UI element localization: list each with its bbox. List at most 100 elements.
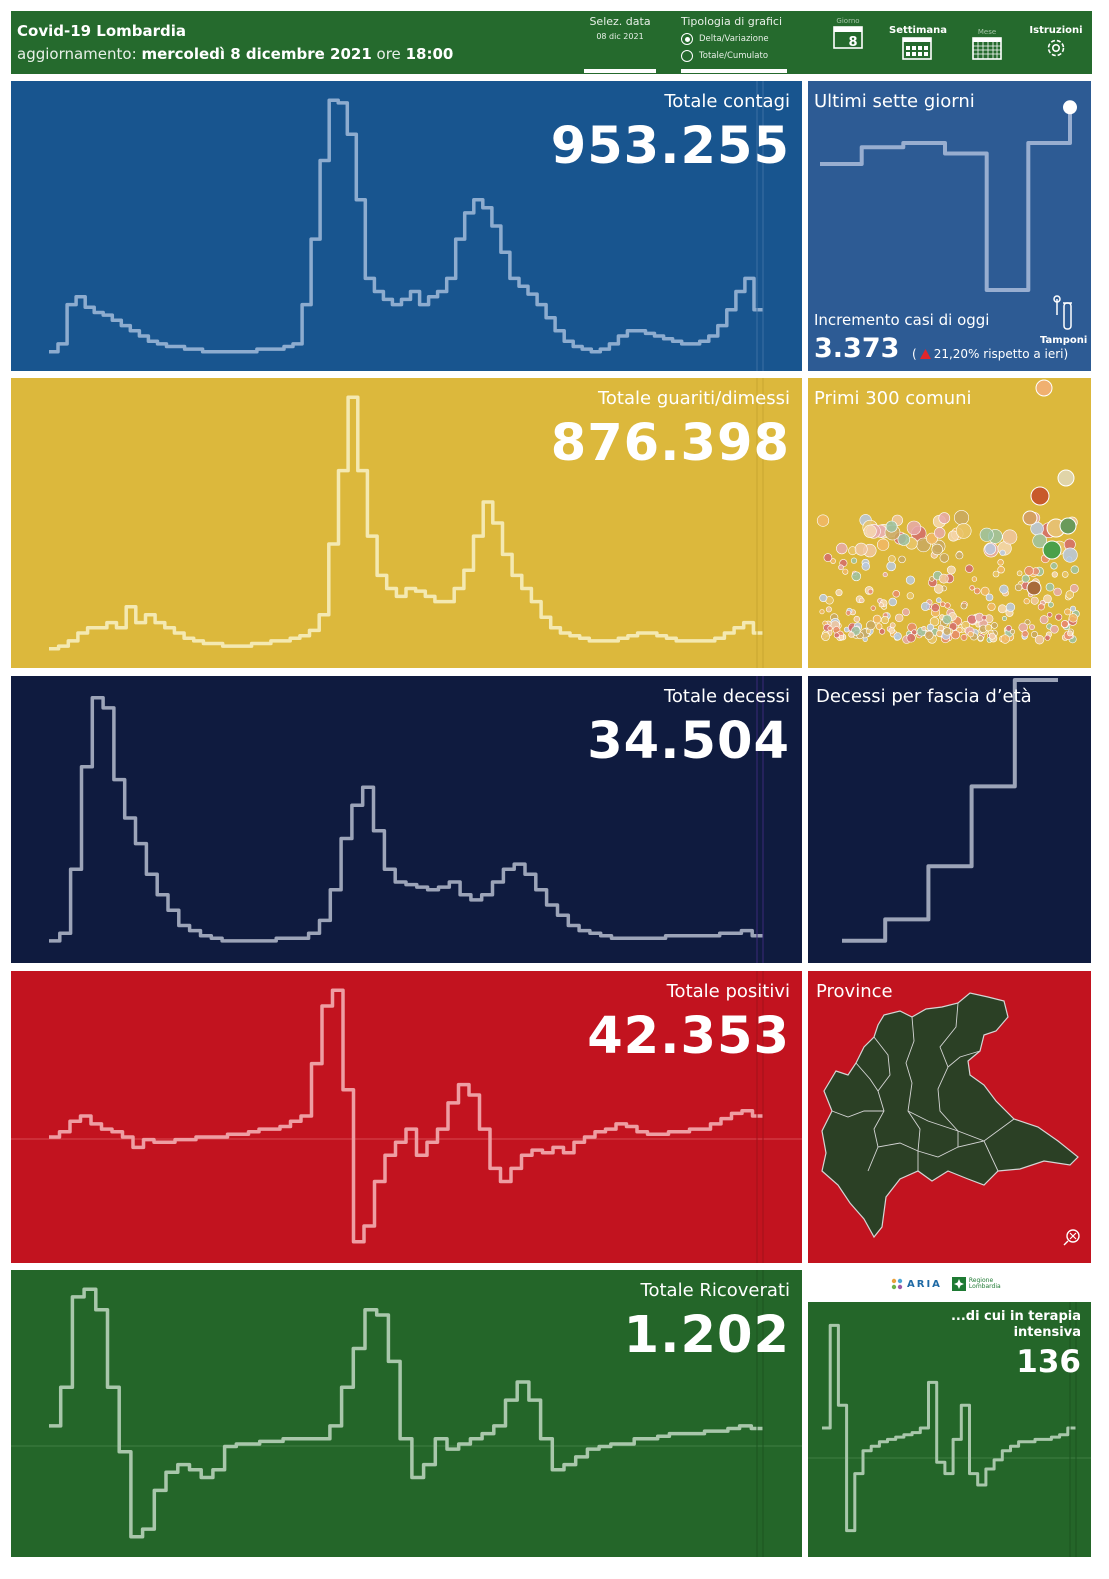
aria-logo-text: ARIA	[907, 1278, 942, 1290]
nav-week-button[interactable]: Settimana	[889, 25, 948, 64]
update-time-prefix: ore	[376, 45, 401, 63]
comune-bubble	[967, 631, 974, 638]
comune-bubble	[870, 605, 876, 611]
comune-bubble	[992, 570, 1000, 578]
comune-bubble	[1005, 625, 1012, 632]
calendar-month-icon	[972, 37, 1002, 60]
comune-bubble	[1031, 631, 1039, 639]
panel-title: Primi 300 comuni	[814, 388, 972, 409]
comune-bubble	[929, 576, 935, 582]
panel-decessi-eta[interactable]: Decessi per fascia d’età	[808, 676, 1091, 963]
comune-bubble	[878, 602, 884, 608]
comune-bubble	[866, 620, 876, 631]
lombardia-map[interactable]	[808, 971, 1091, 1263]
comune-bubble	[906, 520, 922, 536]
comune-bubble	[1053, 587, 1062, 597]
nav-week-label: Settimana	[889, 25, 948, 36]
panel-positivi[interactable]: Totale positivi 42.353	[11, 971, 802, 1263]
comune-bubble	[830, 558, 836, 564]
arrow-up-icon	[919, 349, 931, 359]
select-date-slider[interactable]	[584, 69, 656, 73]
comune-bubble	[1060, 620, 1069, 628]
panel-decessi[interactable]: Totale decessi 34.504	[11, 676, 802, 963]
comune-bubble	[1045, 582, 1055, 592]
instructions-button[interactable]: Istruzioni	[1028, 25, 1084, 64]
radio-delta[interactable]: Delta/Variazione	[681, 32, 801, 46]
panel-value: 42.353	[587, 1007, 790, 1066]
comune-bubble	[1068, 613, 1078, 623]
comune-bubble	[954, 510, 970, 526]
calendar-week-icon	[902, 37, 932, 60]
comune-bubble	[1047, 601, 1054, 608]
increment-value: 3.373	[814, 333, 900, 364]
comune-bubble	[863, 524, 877, 538]
panel-ultimi-sette-giorni[interactable]: Ultimi sette giorni Incremento casi di o…	[808, 81, 1091, 371]
comune-bubble	[944, 602, 951, 609]
terapia-value: 136	[1016, 1344, 1081, 1380]
comune-bubble	[836, 542, 848, 555]
radio-selected-icon	[681, 33, 693, 45]
panel-guariti[interactable]: Totale guariti/dimessi 876.398	[11, 378, 802, 668]
comune-bubble-large	[1042, 540, 1062, 560]
panel-primi-300-comuni[interactable]: Primi 300 comuni	[808, 378, 1091, 668]
comune-bubble	[902, 608, 910, 616]
comune-bubble	[892, 590, 900, 598]
comune-bubble	[980, 586, 990, 596]
select-date-value[interactable]: 08 dic 2021	[596, 32, 644, 41]
panel-ricoverati[interactable]: Totale Ricoverati 1.202	[11, 1270, 802, 1557]
series-line-ricoverati	[49, 1287, 763, 1539]
comune-bubble	[1043, 594, 1052, 604]
comune-bubble	[999, 584, 1009, 594]
series-line-terapia	[822, 1323, 1076, 1533]
comune-bubble	[867, 588, 874, 595]
comune-bubble	[973, 587, 981, 595]
comune-bubble	[997, 566, 1005, 574]
comune-bubble	[1000, 634, 1010, 644]
comune-bubble	[997, 604, 1007, 614]
change-text: 21,20% rispetto a ieri)	[933, 347, 1069, 361]
comune-bubble	[838, 635, 845, 641]
chart-terapia	[808, 1302, 1091, 1557]
comune-bubble	[984, 624, 992, 632]
panel-terapia-intensiva[interactable]: ...di cui in terapia intensiva 136	[808, 1302, 1091, 1557]
calendar-day-icon: 8	[833, 26, 863, 50]
tamponi-button[interactable]: Tamponi	[1040, 295, 1087, 346]
comune-bubble	[931, 603, 940, 613]
comune-bubble	[977, 635, 984, 642]
zoom-reset-icon[interactable]	[1063, 1229, 1080, 1246]
comune-bubble	[938, 573, 949, 584]
comune-bubble	[981, 614, 987, 621]
comune-bubble	[979, 527, 994, 542]
comune-bubble	[997, 559, 1004, 566]
change-info: ( 21,20% rispetto a ieri)	[912, 347, 1068, 361]
comune-bubble	[926, 623, 934, 631]
comune-bubble-large	[1022, 510, 1038, 526]
series-line-contagi	[49, 98, 763, 354]
comune-bubble	[933, 584, 944, 594]
comune-bubble	[955, 523, 972, 539]
chart-positivi	[11, 971, 802, 1263]
chart-decessi-eta	[842, 678, 1058, 943]
comune-bubble	[845, 610, 852, 616]
nav-month-button[interactable]: Mese	[959, 28, 1015, 64]
panel-province[interactable]: Province	[808, 971, 1091, 1263]
chart-type-underline	[681, 69, 787, 73]
comune-bubble	[1010, 629, 1016, 635]
radio-totale[interactable]: Totale/Cumulato	[681, 49, 801, 63]
comune-bubble	[1016, 570, 1023, 577]
comune-bubble	[875, 623, 883, 630]
header-bar: Covid-19 Lombardia aggiornamento: mercol…	[11, 11, 1092, 74]
comune-bubble	[838, 564, 844, 571]
radio-delta-label: Delta/Variazione	[699, 34, 769, 44]
comune-bubble	[905, 575, 915, 585]
comune-bubble	[876, 538, 890, 551]
comune-bubble	[885, 520, 898, 533]
panel-contagi[interactable]: Totale contagi 953.255	[11, 81, 802, 371]
nav-day-button[interactable]: Giorno 8	[820, 17, 876, 53]
update-date: mercoledì 8 dicembre 2021	[141, 45, 372, 63]
comune-bubble	[1037, 603, 1045, 611]
regione-logo-icon	[951, 1277, 966, 1291]
comune-bubble	[955, 551, 964, 560]
panel-value: 953.255	[550, 117, 790, 176]
increment-label: Incremento casi di oggi	[814, 311, 990, 329]
